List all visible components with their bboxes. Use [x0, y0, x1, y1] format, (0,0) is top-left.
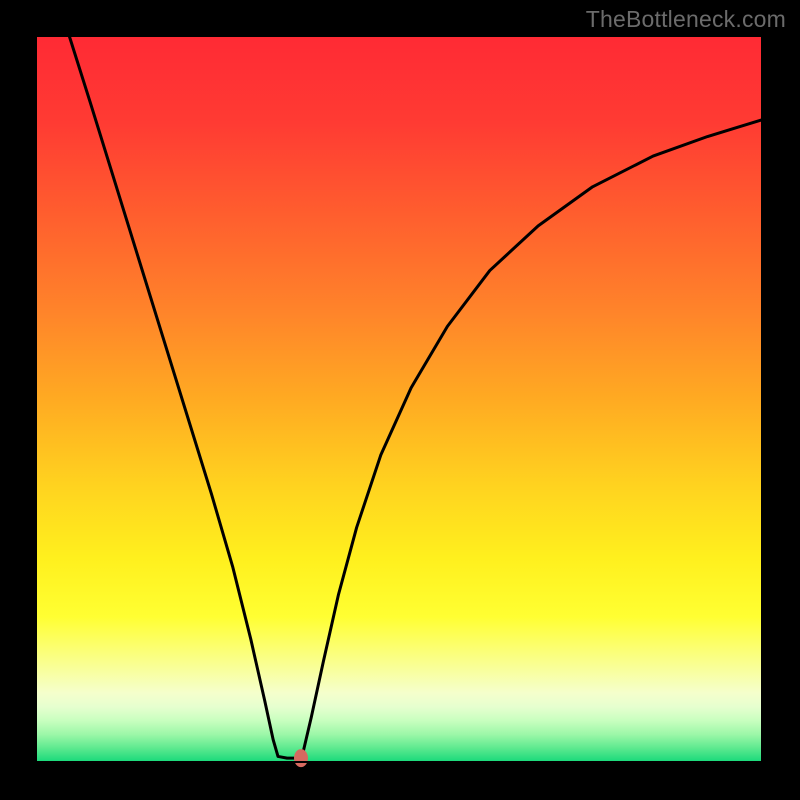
- optimal-point-marker: [294, 749, 308, 767]
- watermark-text: TheBottleneck.com: [586, 6, 786, 33]
- bottleneck-chart: [0, 0, 800, 800]
- chart-container: TheBottleneck.com: [0, 0, 800, 800]
